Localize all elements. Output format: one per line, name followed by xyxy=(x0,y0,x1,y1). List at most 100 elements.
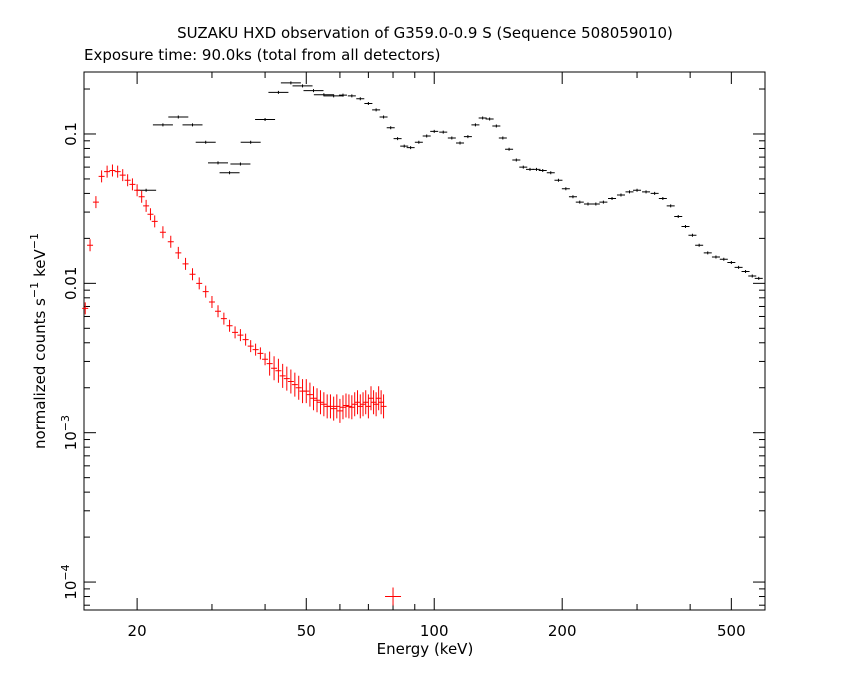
data-point xyxy=(237,329,244,342)
data-point xyxy=(287,369,294,394)
data-point xyxy=(323,94,344,98)
data-point xyxy=(295,375,302,400)
y-axis-label-main: normalized counts s xyxy=(31,298,49,449)
data-point xyxy=(129,178,136,191)
data-point xyxy=(400,144,409,148)
data-point xyxy=(333,394,340,419)
x-tick-label: 100 xyxy=(420,622,449,640)
data-point xyxy=(208,296,215,308)
data-point xyxy=(292,84,313,88)
data-point xyxy=(364,101,373,105)
data-point xyxy=(226,319,233,332)
series-1 xyxy=(82,164,402,606)
data-point xyxy=(247,340,254,353)
data-point xyxy=(175,246,182,259)
data-point xyxy=(92,196,99,209)
data-point xyxy=(202,285,209,298)
data-point xyxy=(658,196,667,200)
data-point xyxy=(220,312,227,325)
y-axis-label-exp2: −1 xyxy=(28,233,41,249)
data-point xyxy=(147,208,154,221)
y-tick-label: 0.1 xyxy=(62,122,80,146)
data-point xyxy=(373,392,380,417)
data-point xyxy=(583,202,592,206)
data-point xyxy=(303,89,324,93)
data-point xyxy=(393,137,402,141)
x-axis-ticks: 20 50 100 200 500 xyxy=(128,72,766,640)
data-point xyxy=(279,363,286,388)
data-point xyxy=(734,265,743,269)
data-point xyxy=(591,202,600,206)
data-point xyxy=(681,225,690,229)
x-tick-label: 200 xyxy=(548,622,577,640)
data-point xyxy=(422,134,431,138)
data-point xyxy=(327,394,334,419)
data-point xyxy=(463,135,472,139)
data-point xyxy=(208,161,229,165)
data-point xyxy=(268,90,289,94)
data-point xyxy=(561,187,570,191)
y-axis-label-unit: keV xyxy=(31,249,49,277)
data-point xyxy=(642,190,651,194)
data-point xyxy=(625,190,634,194)
data-point xyxy=(195,140,216,144)
data-point xyxy=(380,394,387,419)
chart-subtitle: Exposure time: 90.0ks (total from all de… xyxy=(84,46,440,64)
data-point xyxy=(362,390,369,415)
data-point xyxy=(230,162,251,166)
chart-title: SUZAKU HXD observation of G359.0-0.9 S (… xyxy=(177,24,673,42)
data-point xyxy=(339,395,346,420)
data-point xyxy=(372,108,381,112)
data-point xyxy=(87,239,94,252)
data-point xyxy=(430,129,439,133)
data-point xyxy=(124,174,131,187)
data-point xyxy=(98,170,105,183)
data-point xyxy=(370,390,377,415)
data-point xyxy=(336,398,343,423)
data-point xyxy=(688,233,697,237)
data-point xyxy=(306,382,313,407)
data-point xyxy=(471,123,480,127)
data-point xyxy=(330,396,337,421)
data-point xyxy=(568,195,577,199)
data-point xyxy=(104,165,111,178)
data-point xyxy=(406,146,415,150)
data-point xyxy=(151,215,158,228)
data-point xyxy=(167,235,174,248)
data-point xyxy=(266,351,273,376)
y-tick-label-base: 10 xyxy=(62,581,80,600)
data-point xyxy=(262,353,269,366)
data-point xyxy=(303,379,310,404)
data-point xyxy=(711,255,720,259)
data-point xyxy=(283,366,290,391)
data-point xyxy=(338,93,347,97)
y-axis-label: normalized counts s−1keV−1 xyxy=(28,233,49,449)
data-point xyxy=(320,392,327,417)
data-point xyxy=(532,167,541,171)
y-tick-label: 0.01 xyxy=(62,267,80,300)
series-0 xyxy=(136,81,763,280)
data-point xyxy=(310,386,317,411)
data-point xyxy=(182,123,203,127)
data-point xyxy=(354,390,361,415)
data-point xyxy=(754,276,763,280)
data-point xyxy=(719,257,728,261)
data-point xyxy=(189,268,196,281)
data-point xyxy=(599,200,608,204)
data-point xyxy=(219,171,240,175)
data-point xyxy=(456,141,465,145)
y-axis-label-exp1: −1 xyxy=(28,282,41,298)
y-tick-label-exp: −4 xyxy=(59,564,72,580)
data-point xyxy=(367,386,374,411)
data-point xyxy=(351,392,358,417)
data-point xyxy=(666,204,675,208)
y-tick-label-exp: −3 xyxy=(59,415,72,431)
data-point xyxy=(232,326,239,339)
data-point xyxy=(447,136,456,140)
data-point xyxy=(114,165,121,178)
plot-frame xyxy=(83,71,766,611)
data-point xyxy=(498,136,507,140)
data-point xyxy=(275,358,282,383)
data-point xyxy=(342,393,349,418)
